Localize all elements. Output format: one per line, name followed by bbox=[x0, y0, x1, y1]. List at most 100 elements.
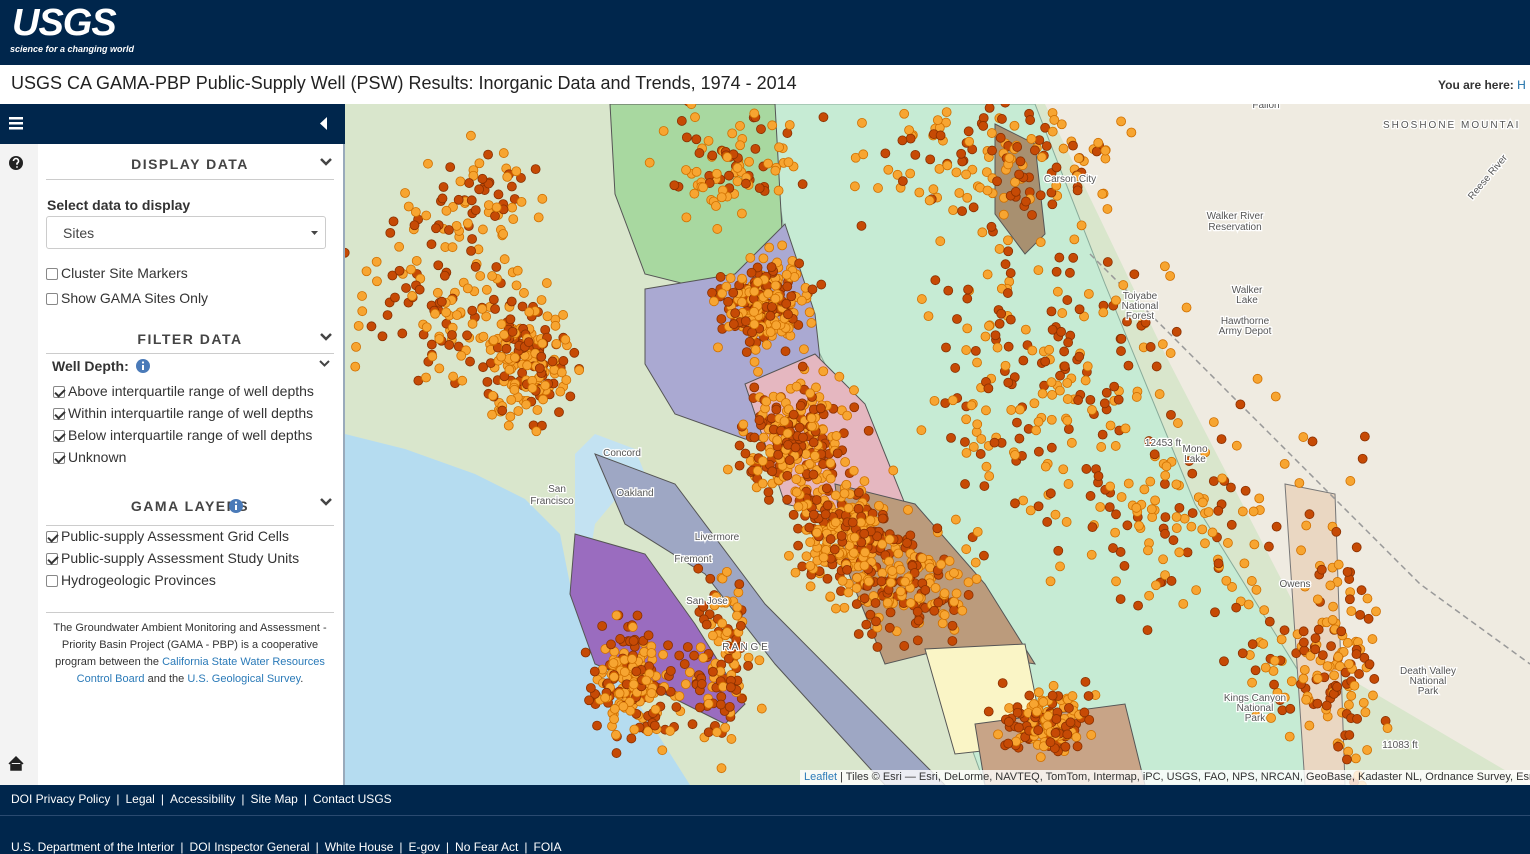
site-marker[interactable] bbox=[1101, 387, 1112, 398]
site-marker[interactable] bbox=[1342, 637, 1353, 648]
site-marker[interactable] bbox=[1116, 333, 1127, 344]
site-marker[interactable] bbox=[676, 116, 687, 126]
site-marker[interactable] bbox=[1246, 576, 1257, 586]
site-marker[interactable] bbox=[815, 403, 826, 414]
site-marker[interactable] bbox=[1251, 711, 1262, 721]
site-marker[interactable] bbox=[1046, 442, 1057, 453]
site-marker[interactable] bbox=[433, 260, 444, 271]
site-marker[interactable] bbox=[1333, 741, 1344, 752]
site-marker[interactable] bbox=[474, 184, 485, 195]
site-marker[interactable] bbox=[968, 202, 979, 213]
site-marker[interactable] bbox=[1048, 680, 1059, 691]
site-marker[interactable] bbox=[1105, 420, 1116, 431]
site-marker[interactable] bbox=[936, 559, 946, 570]
site-marker[interactable] bbox=[971, 574, 982, 584]
site-marker[interactable] bbox=[1258, 639, 1269, 649]
site-marker[interactable] bbox=[493, 189, 504, 200]
checkbox-label[interactable]: Below interquartile range of well depths bbox=[68, 427, 313, 443]
site-marker[interactable] bbox=[950, 363, 961, 373]
site-marker[interactable] bbox=[825, 591, 836, 602]
site-marker[interactable] bbox=[1123, 478, 1134, 489]
site-marker[interactable] bbox=[1203, 507, 1214, 517]
site-marker[interactable] bbox=[1328, 601, 1338, 612]
footer-link[interactable]: FOIA bbox=[533, 840, 562, 854]
site-marker[interactable] bbox=[752, 277, 763, 287]
site-marker[interactable] bbox=[774, 142, 784, 153]
site-marker[interactable] bbox=[1060, 741, 1071, 752]
site-marker[interactable] bbox=[764, 242, 775, 253]
site-marker[interactable] bbox=[1046, 187, 1057, 198]
site-marker[interactable] bbox=[536, 351, 547, 362]
site-marker[interactable] bbox=[468, 170, 479, 181]
site-marker[interactable] bbox=[893, 548, 904, 559]
site-marker[interactable] bbox=[1216, 434, 1227, 445]
site-marker[interactable] bbox=[1104, 502, 1115, 513]
site-marker[interactable] bbox=[987, 145, 997, 156]
site-marker[interactable] bbox=[353, 320, 364, 331]
site-marker[interactable] bbox=[797, 179, 808, 190]
site-marker[interactable] bbox=[490, 211, 500, 221]
site-marker[interactable] bbox=[1002, 288, 1013, 298]
footer-link[interactable]: E-gov bbox=[408, 840, 440, 854]
site-marker[interactable] bbox=[981, 461, 992, 472]
site-marker[interactable] bbox=[1062, 295, 1073, 305]
site-marker[interactable] bbox=[1363, 613, 1374, 624]
site-marker[interactable] bbox=[872, 531, 883, 542]
site-marker[interactable] bbox=[1382, 723, 1393, 734]
site-marker[interactable] bbox=[434, 363, 445, 374]
site-marker[interactable] bbox=[551, 338, 562, 349]
site-marker[interactable] bbox=[917, 553, 928, 563]
site-marker[interactable] bbox=[920, 585, 931, 595]
site-marker[interactable] bbox=[825, 458, 836, 469]
site-marker[interactable] bbox=[724, 170, 734, 181]
site-marker[interactable] bbox=[483, 149, 493, 160]
site-marker[interactable] bbox=[887, 566, 898, 576]
site-marker[interactable] bbox=[1182, 547, 1193, 558]
site-marker[interactable] bbox=[522, 360, 533, 371]
site-marker[interactable] bbox=[477, 303, 488, 314]
site-marker[interactable] bbox=[726, 734, 737, 744]
site-marker[interactable] bbox=[498, 229, 509, 239]
site-marker[interactable] bbox=[1200, 447, 1211, 458]
site-marker[interactable] bbox=[1173, 418, 1183, 428]
site-marker[interactable] bbox=[1122, 520, 1133, 531]
site-marker[interactable] bbox=[818, 552, 829, 563]
site-marker[interactable] bbox=[421, 372, 431, 383]
site-marker[interactable] bbox=[1080, 375, 1091, 386]
site-marker[interactable] bbox=[932, 523, 943, 534]
site-marker[interactable] bbox=[994, 318, 1005, 329]
site-marker[interactable] bbox=[781, 298, 792, 309]
site-marker[interactable] bbox=[432, 287, 443, 298]
site-marker[interactable] bbox=[689, 650, 700, 661]
site-marker[interactable] bbox=[1226, 482, 1236, 493]
site-marker[interactable] bbox=[410, 207, 421, 217]
site-marker[interactable] bbox=[646, 648, 657, 658]
site-marker[interactable] bbox=[863, 576, 874, 587]
site-marker[interactable] bbox=[997, 678, 1008, 689]
site-marker[interactable] bbox=[698, 182, 708, 193]
checkbox[interactable] bbox=[46, 575, 58, 587]
site-marker[interactable] bbox=[983, 706, 994, 717]
site-marker[interactable] bbox=[1000, 259, 1011, 270]
site-marker[interactable] bbox=[470, 205, 481, 216]
site-marker[interactable] bbox=[1027, 345, 1038, 356]
site-marker[interactable] bbox=[1055, 561, 1065, 572]
site-marker[interactable] bbox=[784, 550, 794, 561]
site-marker[interactable] bbox=[794, 422, 805, 433]
site-marker[interactable] bbox=[1277, 705, 1288, 716]
site-marker[interactable] bbox=[1187, 468, 1198, 479]
site-marker[interactable] bbox=[794, 258, 805, 269]
site-marker[interactable] bbox=[1239, 558, 1250, 569]
site-marker[interactable] bbox=[860, 547, 870, 558]
site-marker[interactable] bbox=[1035, 752, 1046, 763]
site-marker[interactable] bbox=[1033, 501, 1044, 512]
site-marker[interactable] bbox=[871, 616, 881, 627]
site-marker[interactable] bbox=[684, 667, 695, 678]
site-marker[interactable] bbox=[1086, 549, 1097, 560]
site-marker[interactable] bbox=[849, 402, 860, 413]
site-marker[interactable] bbox=[1062, 729, 1073, 740]
site-marker[interactable] bbox=[475, 271, 486, 281]
site-marker[interactable] bbox=[1313, 624, 1324, 635]
site-marker[interactable] bbox=[1047, 199, 1058, 210]
site-marker[interactable] bbox=[791, 474, 802, 485]
